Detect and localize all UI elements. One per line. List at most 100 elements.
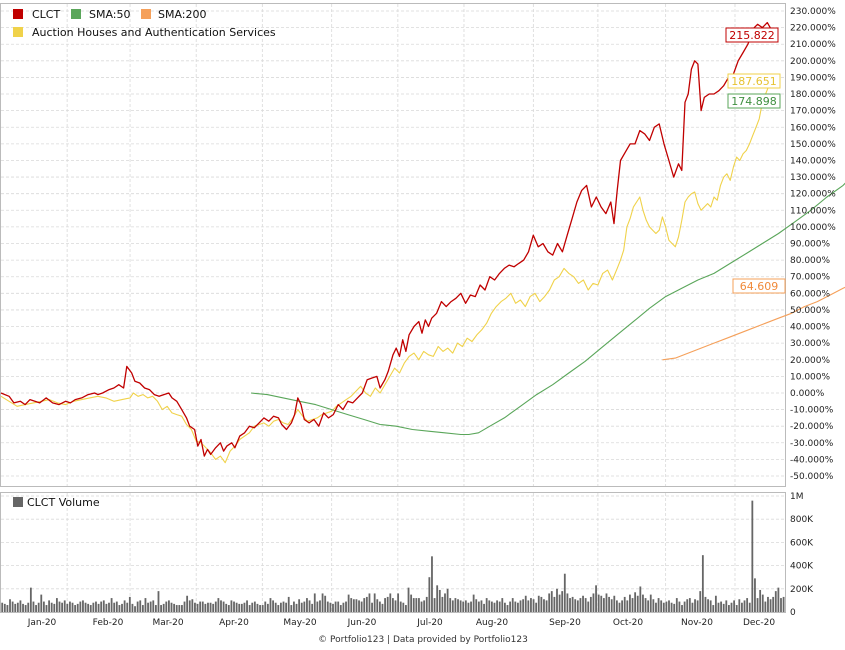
y-axis-ticks: 230.000% 220.000% 210.000% 200.000% 190.000%…: [790, 7, 836, 482]
volume-bar: [777, 587, 780, 612]
volume-bar: [217, 598, 220, 612]
volume-bar: [136, 601, 139, 612]
volume-bar: [561, 591, 564, 612]
volume-bar: [524, 595, 527, 612]
volume-bar: [558, 594, 561, 612]
volume-bar: [595, 585, 597, 612]
volume-bar: [462, 601, 465, 612]
volume-bar: [55, 598, 58, 612]
volume-bar: [82, 600, 84, 612]
volume-bar: [188, 600, 191, 612]
volume-bar: [748, 602, 751, 612]
volume-bar: [238, 603, 241, 612]
volume-bar: [209, 602, 212, 612]
volume-bar: [253, 601, 256, 612]
volume-bar: [405, 605, 407, 612]
volume-bar: [300, 602, 303, 612]
volume-bar: [97, 603, 100, 612]
volume-bar: [22, 603, 24, 612]
volume-bar: [415, 598, 418, 612]
volume-bar: [696, 600, 699, 612]
end-label-clct: 215.822: [729, 29, 775, 42]
volume-bar: [673, 603, 676, 612]
volume-bar: [532, 599, 535, 612]
volume-bar: [277, 605, 280, 612]
volume-bar: [108, 602, 110, 612]
legend-label-industry: Auction Houses and Authentication Servic…: [32, 26, 276, 39]
volume-bar: [298, 599, 301, 612]
volume-bar: [308, 600, 311, 612]
volume-bar: [428, 577, 431, 612]
volume-bar: [503, 602, 506, 612]
volume-bar: [287, 596, 290, 612]
volume-bar: [764, 601, 767, 612]
volume-bar: [384, 598, 386, 612]
y-tick-label: 110.000%: [790, 206, 836, 216]
volume-bar: [530, 598, 532, 612]
volume-bar: [717, 602, 720, 612]
volume-bar: [92, 602, 95, 612]
volume-bar: [378, 601, 381, 612]
volume-bar: [543, 599, 545, 612]
volume-bar: [167, 600, 170, 612]
legend-label-clct: CLCT: [32, 8, 60, 21]
volume-bar: [517, 602, 519, 612]
legend-label-sma50: SMA:50: [89, 8, 131, 21]
volume-bar: [128, 596, 131, 612]
volume-bar: [574, 599, 577, 612]
volume-bar: [29, 587, 32, 612]
volume-bar: [613, 595, 616, 612]
volume-bar: [579, 598, 582, 612]
volume-bar: [535, 602, 538, 612]
volume-bar: [759, 589, 762, 612]
y-tick-label: 50.000%: [790, 306, 830, 316]
volume-bar: [126, 602, 129, 612]
volume-bar: [678, 601, 681, 612]
volume-bar: [527, 600, 530, 612]
volume-bar: [683, 601, 686, 612]
volume-bar: [545, 600, 548, 612]
volume-bar: [556, 588, 558, 612]
volume-bar: [214, 601, 217, 612]
volume-bar: [522, 599, 525, 612]
legend-label-sma200: SMA:200: [158, 8, 207, 21]
y-tick-label: 230.000%: [790, 7, 836, 17]
volume-bar: [326, 601, 329, 612]
volume-bar: [694, 599, 696, 612]
volume-bar: [345, 601, 347, 612]
volume-tick-label: 800K: [790, 515, 814, 525]
x-tick-label: Jan-20: [27, 618, 57, 628]
volume-bar: [1, 602, 4, 612]
volume-bar: [602, 598, 605, 612]
volume-bar: [6, 605, 9, 612]
volume-bar: [105, 603, 108, 612]
volume-bar: [329, 602, 332, 612]
volume-bar: [506, 605, 509, 612]
x-tick-label: Jul-20: [416, 618, 443, 628]
volume-bar: [418, 598, 420, 612]
volume-bar: [256, 603, 259, 612]
volume-bar: [519, 600, 522, 612]
legend-item-industry: Auction Houses and Authentication Servic…: [13, 26, 276, 39]
volume-bar: [665, 601, 668, 612]
volume-bar: [243, 602, 246, 612]
volume-bar: [350, 598, 353, 612]
volume-bar: [87, 603, 90, 612]
volume-bar: [626, 600, 629, 612]
volume-bar: [475, 599, 478, 612]
volume-bar: [743, 600, 746, 612]
volume-bar: [246, 600, 248, 612]
y-tick-label: 190.000%: [790, 73, 836, 83]
volume-panel: [0, 492, 786, 613]
volume-bar: [285, 602, 288, 612]
volume-bar: [464, 600, 467, 612]
volume-bar: [389, 593, 392, 612]
y-tick-label: 60.000%: [790, 289, 830, 299]
volume-bar: [444, 593, 446, 612]
x-tick-label: Sep-20: [549, 618, 581, 628]
volume-bar: [756, 598, 759, 612]
volume-bar: [436, 585, 439, 612]
y-tick-label: -40.000%: [790, 455, 834, 465]
volume-bar: [160, 605, 162, 612]
volume-bar: [782, 596, 785, 612]
